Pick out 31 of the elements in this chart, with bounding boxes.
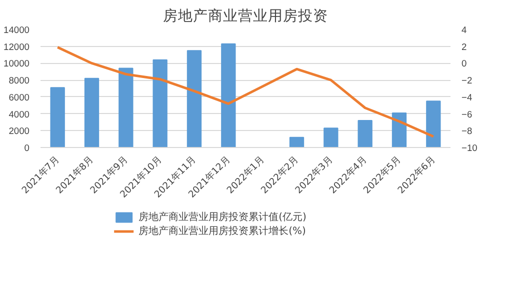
bar <box>152 59 168 148</box>
legend-label: 房地产商业营业用房投资累计增长(%) <box>138 224 306 238</box>
y2-tick-label: −2 <box>462 76 472 86</box>
bar <box>221 43 236 148</box>
y-tick-label: 8000 <box>8 76 30 86</box>
y2-tick-label: −8 <box>462 126 472 136</box>
y-tick-label: 0 <box>24 143 30 153</box>
y2-tick-label: −4 <box>462 92 472 102</box>
bar <box>289 136 304 148</box>
y2-tick-label: 0 <box>462 58 467 69</box>
y-tick-label: 14000 <box>4 25 30 35</box>
y-tick-label: 4000 <box>8 109 30 120</box>
line-series <box>56 46 435 138</box>
bar <box>186 50 202 148</box>
y2-tick-label: −10 <box>462 143 478 153</box>
bar <box>426 100 441 148</box>
bar <box>50 87 65 148</box>
legend-label: 房地产商业营业用房投资累计值(亿元) <box>138 210 306 224</box>
bar <box>84 78 100 148</box>
y-tick-label: 6000 <box>8 92 30 102</box>
y2-tick-label: 4 <box>462 25 467 35</box>
y-tick-label: 12000 <box>4 42 30 52</box>
chart-title: 房地产商业营业用房投资 <box>163 8 328 24</box>
y-tick-label: 10000 <box>4 58 30 69</box>
y2-tick-label: 2 <box>462 42 467 52</box>
bar <box>358 120 372 148</box>
bar <box>392 112 407 148</box>
y-tick-label: 2000 <box>8 126 30 136</box>
y2-tick-label: −6 <box>462 109 472 120</box>
bar <box>118 68 134 148</box>
bar <box>324 128 338 148</box>
